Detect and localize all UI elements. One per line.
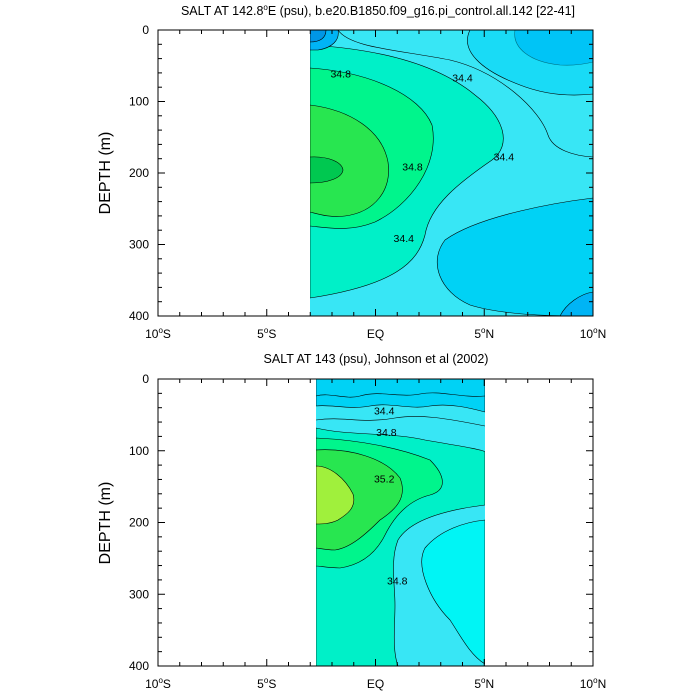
contour-band-35.0 xyxy=(310,104,389,217)
panel-bottom-ylabel: DEPTH (m) xyxy=(97,482,114,565)
panel-top-contour-labels: 34.8 34.4 34.8 34.4 34.4 xyxy=(330,68,515,245)
panel-bottom-axes: 10oS 5oS EQ 5oN 10oN 0 100 200 300 400 xyxy=(129,372,606,691)
panel-top-title: SALT AT 142.8oE (psu), b.e20.B1850.f09_g… xyxy=(181,3,575,18)
contour-label: 34.8 xyxy=(387,575,408,587)
y-tick-label: 100 xyxy=(129,444,149,458)
contour-label: 34.8 xyxy=(376,427,397,439)
panel-top-ylabel: DEPTH (m) xyxy=(97,132,114,215)
contour-label: 34.4 xyxy=(394,233,415,245)
contour-label: 34.4 xyxy=(374,405,395,417)
y-tick-label: 0 xyxy=(142,372,149,386)
contour-line-34.4-upper xyxy=(337,30,593,158)
contour-label: 34.8 xyxy=(330,68,351,80)
x-tick-label: 10oN xyxy=(580,326,606,341)
x-tick-label: 5oN xyxy=(474,326,494,341)
contour-band-35.2 xyxy=(310,156,344,184)
x-tick-label: 5oS xyxy=(257,326,276,341)
panel-top-axes: 10oS 5oS EQ 5oN 10oN 0 100 200 300 400 xyxy=(129,23,606,341)
x-tick-label: 10oN xyxy=(580,676,606,691)
y-tick-label: 400 xyxy=(129,659,149,673)
contour-band-fresh-surface xyxy=(316,379,485,413)
x-tick-label: 10oS xyxy=(145,326,171,341)
x-tick-label: EQ xyxy=(367,677,384,691)
contour-band-surface-mid xyxy=(467,30,593,96)
panel-bottom-title: SALT AT 143 (psu), Johnson et al (2002) xyxy=(264,352,489,366)
x-tick-label: EQ xyxy=(367,327,384,341)
y-tick-label: 100 xyxy=(129,95,149,109)
y-tick-label: 300 xyxy=(129,587,149,601)
y-tick-label: 200 xyxy=(129,166,149,180)
contour-label: 34.8 xyxy=(402,161,423,173)
panel-top: SALT AT 142.8oE (psu), b.e20.B1850.f09_g… xyxy=(97,3,606,341)
contour-band-fresh-deep xyxy=(421,519,485,665)
panel-bottom-contour-labels: 34.4 34.8 35.2 34.8 xyxy=(374,405,408,587)
x-tick-label: 10oS xyxy=(145,676,171,691)
contour-line-surface-2 xyxy=(316,416,485,427)
contour-label: 35.2 xyxy=(374,473,395,485)
panel-bottom-contour-fill xyxy=(316,379,485,666)
y-tick-label: 0 xyxy=(142,23,149,37)
x-tick-label: 5oS xyxy=(257,676,276,691)
contour-band-fresh-deep-right xyxy=(559,291,593,316)
panel-bottom: SALT AT 143 (psu), Johnson et al (2002) … xyxy=(97,352,606,691)
x-tick-label: 5oN xyxy=(474,676,494,691)
y-tick-label: 400 xyxy=(129,309,149,323)
contour-line-surface-1 xyxy=(316,392,485,398)
contour-label: 34.4 xyxy=(494,151,515,163)
y-tick-label: 300 xyxy=(129,238,149,252)
contour-band-fresh-deep xyxy=(436,197,593,316)
contour-label: 34.4 xyxy=(452,73,473,85)
contour-band-35.4 xyxy=(316,465,355,525)
panel-top-contour-fill xyxy=(310,30,593,316)
y-tick-label: 200 xyxy=(129,516,149,530)
